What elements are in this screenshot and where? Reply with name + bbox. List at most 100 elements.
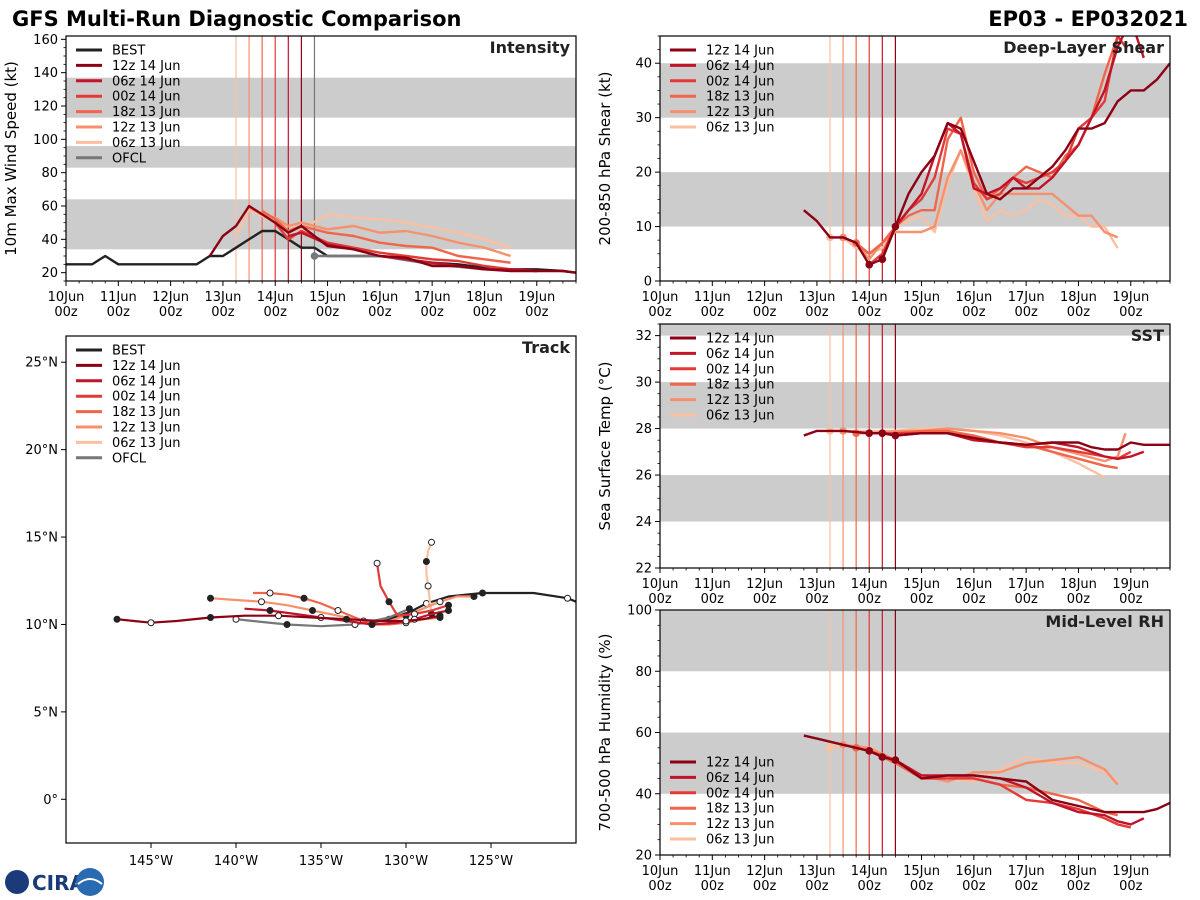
x-tick-hour: 00z — [420, 305, 444, 320]
track-series-ofcl — [235, 607, 410, 628]
track-point-18z-13-jun — [334, 606, 342, 614]
lat-tick-label: 15°N — [25, 531, 58, 546]
legend-label-12z-14-jun: 12z 14 Jun — [112, 59, 181, 74]
y-tick-label: 40 — [635, 57, 652, 72]
x-tick-hour: 00z — [805, 879, 829, 894]
legend-label-06z-13-jun: 06z 13 Jun — [706, 409, 775, 424]
x-tick-date: 16Jun — [955, 577, 992, 592]
legend-label-18z-13-jun: 18z 13 Jun — [112, 405, 181, 420]
x-tick-date: 13Jun — [204, 290, 241, 305]
lon-tick-label: 135°W — [299, 854, 343, 869]
x-tick-date: 16Jun — [955, 290, 992, 305]
intensity-series-best — [66, 229, 576, 274]
legend-label-18z-13-jun: 18z 13 Jun — [706, 378, 775, 393]
track-point-best — [599, 602, 605, 608]
sst-point-12z-14-jun — [865, 429, 874, 438]
legend-label-06z-13-jun: 06z 13 Jun — [706, 121, 775, 136]
x-tick-date: 12Jun — [746, 290, 783, 305]
x-tick-date: 10Jun — [642, 864, 679, 879]
legend-label-12z-13-jun: 12z 13 Jun — [706, 817, 775, 832]
legend-label-12z-14-jun: 12z 14 Jun — [706, 756, 775, 771]
x-tick-date: 19Jun — [1112, 577, 1149, 592]
sst-point-12z-14-jun — [891, 431, 900, 440]
x-tick-hour: 00z — [211, 305, 235, 320]
lon-tick-label: 125°W — [469, 854, 513, 869]
legend-label-best: BEST — [112, 344, 145, 359]
x-tick-date: 17Jun — [414, 290, 451, 305]
intensity-band — [66, 146, 576, 168]
track-point-12z-13-jun — [309, 606, 316, 614]
legend-label-best: BEST — [112, 44, 145, 59]
figure-title: GFS Multi-Run Diagnostic Comparison — [12, 7, 461, 31]
x-tick-date: 19Jun — [1112, 290, 1149, 305]
x-tick-date: 15Jun — [903, 290, 940, 305]
x-tick-date: 15Jun — [903, 864, 940, 879]
sst-panel-title: SST — [1131, 326, 1164, 345]
sst-frame — [659, 323, 1171, 569]
intensity-point-ofcl — [310, 252, 319, 260]
x-tick-date: 10Jun — [642, 577, 679, 592]
track-point-12z-14-jun — [436, 612, 444, 620]
track-point-12z-14-jun — [113, 615, 121, 623]
x-tick-hour: 00z — [753, 592, 777, 607]
legend-label-12z-13-jun: 12z 13 Jun — [112, 121, 181, 136]
shear-panel-title: Deep-Layer Shear — [1003, 38, 1164, 57]
y-tick-label: 28 — [635, 422, 652, 437]
legend-label-00z-14-jun: 00z 14 Jun — [706, 362, 775, 377]
x-tick-hour: 00z — [1067, 879, 1091, 894]
x-tick-hour: 00z — [858, 879, 882, 894]
intensity-series-12z-14-jun — [208, 204, 576, 274]
sst-series-12z-13-jun — [842, 427, 1127, 463]
legend-label-12z-14-jun: 12z 14 Jun — [706, 332, 775, 347]
x-tick-date: 14Jun — [257, 290, 294, 305]
x-tick-hour: 00z — [648, 879, 672, 894]
logo-emblem-icon — [76, 868, 104, 896]
shear-point-12z-14-jun — [878, 255, 887, 264]
y-tick-label: 100 — [627, 604, 652, 619]
x-tick-hour: 00z — [1014, 592, 1038, 607]
x-tick-hour: 00z — [1067, 305, 1091, 320]
rh-panel-title: Mid-Level RH — [1045, 612, 1164, 631]
track-point-12z-14-jun — [147, 619, 155, 627]
x-tick-date: 14Jun — [851, 577, 888, 592]
x-tick-hour: 00z — [858, 592, 882, 607]
track-point-12z-14-jun — [402, 617, 410, 625]
track-point-06z-14-jun — [445, 606, 452, 614]
lat-tick-label: 10°N — [25, 618, 58, 633]
y-tick-label: 22 — [635, 562, 652, 577]
x-tick-hour: 00z — [648, 305, 672, 320]
track-series-00z-14-jun — [376, 563, 449, 617]
x-tick-hour: 00z — [910, 879, 934, 894]
x-tick-hour: 00z — [1014, 879, 1038, 894]
track-point-12z-14-jun — [275, 612, 282, 620]
x-tick-hour: 00z — [316, 305, 340, 320]
intensity-panel-title: Intensity — [490, 38, 571, 57]
y-tick-label: 10 — [635, 220, 652, 235]
sst-point-12z-14-jun — [878, 429, 887, 438]
y-tick-label: 30 — [635, 111, 652, 126]
x-tick-hour: 00z — [962, 305, 986, 320]
y-tick-label: 30 — [635, 376, 652, 391]
y-tick-label: 40 — [41, 233, 58, 248]
track-point-12z-14-jun — [207, 613, 214, 621]
y-tick-label: 24 — [635, 515, 652, 530]
rh-series-12z-14-jun — [803, 734, 1170, 814]
x-tick-hour: 00z — [368, 305, 392, 320]
x-tick-hour: 00z — [54, 305, 78, 320]
track-point-06z-13-jun — [424, 582, 432, 590]
legend-label-06z-14-jun: 06z 14 Jun — [112, 74, 181, 89]
y-tick-label: 120 — [33, 100, 58, 115]
lat-tick-label: 25°N — [25, 356, 58, 371]
rh-point-12z-14-jun — [865, 747, 874, 755]
legend-label-12z-14-jun: 12z 14 Jun — [112, 359, 181, 374]
track-point-06z-14-jun — [266, 606, 274, 614]
y-tick-label: 32 — [635, 329, 652, 344]
track-point-ofcl — [283, 620, 291, 628]
intensity-series-18z-13-jun — [261, 209, 511, 264]
shear-ylabel: 200-850 hPa Shear (kt) — [596, 72, 614, 246]
shear-panel: 01020304010Jun00z11Jun00z12Jun00z13Jun00… — [596, 35, 1171, 320]
